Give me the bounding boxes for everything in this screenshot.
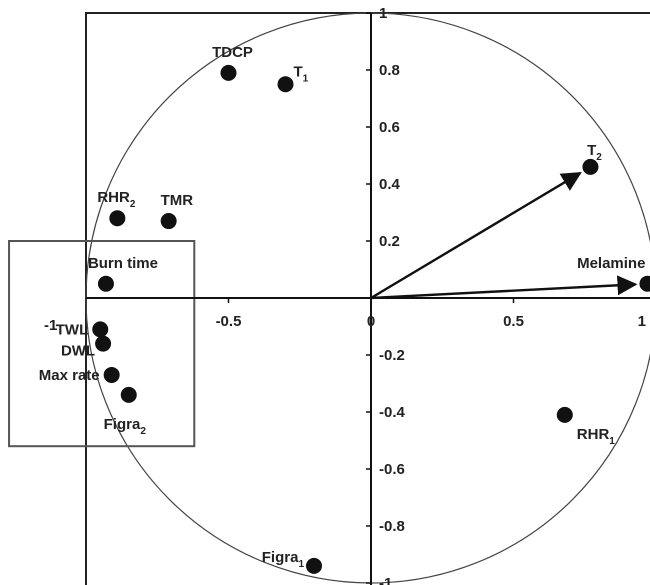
point-label-subscript: 2	[140, 426, 146, 437]
point-label-text: DWL	[61, 343, 95, 360]
point-label-subscript: 1	[298, 559, 304, 570]
point-t1	[277, 76, 294, 93]
point-label-melamine: Melamine	[577, 255, 645, 272]
point-label-text: RHR	[577, 426, 610, 443]
point-label-burn-time: Burn time	[88, 255, 158, 272]
point-label-figra2: Figra2	[104, 416, 147, 437]
point-label-max-rate: Max rate	[39, 367, 100, 384]
point-rhr2	[109, 210, 126, 227]
point-label-tdcp: TDCP	[212, 44, 253, 61]
point-dwl	[95, 335, 112, 352]
point-figra2	[120, 386, 137, 403]
point-label-text: TWL	[56, 321, 88, 338]
point-label-subscript: 1	[609, 436, 615, 447]
point-label-rhr2: RHR2	[97, 189, 136, 210]
point-label-twl: TWL	[56, 321, 88, 338]
y-tick-label: 0.4	[379, 176, 401, 193]
y-tick-label: -0.4	[379, 404, 406, 421]
point-tdcp	[220, 64, 237, 81]
y-tick-label: -0.6	[379, 461, 405, 478]
point-label-subscript: 1	[303, 73, 309, 84]
point-tmr	[160, 213, 177, 230]
y-tick-label: 0.6	[379, 119, 400, 136]
point-label-text: T	[587, 142, 596, 159]
point-twl	[92, 321, 109, 338]
highlight-box	[8, 240, 196, 448]
point-label-text: Figra	[104, 416, 141, 433]
point-label-text: RHR	[97, 189, 130, 206]
point-burn-time	[97, 275, 114, 292]
x-tick-label: -1	[44, 317, 57, 334]
point-rhr1	[556, 406, 573, 423]
y-tick-label: -1	[379, 575, 392, 585]
arrow-melamine	[370, 275, 638, 300]
point-label-subscript: 2	[596, 152, 602, 163]
arrow-t2	[370, 172, 582, 300]
point-label-dwl: DWL	[61, 343, 95, 360]
point-label-figra1: Figra1	[262, 549, 305, 570]
point-label-t1: T1	[294, 63, 309, 84]
y-tick-label: -0.8	[379, 518, 405, 535]
point-t2	[582, 158, 599, 175]
y-tick-label: 0.8	[379, 62, 400, 79]
point-label-text: Max rate	[39, 367, 100, 384]
point-figra1	[306, 557, 322, 574]
x-tick-label: 0.5	[503, 313, 524, 330]
point-label-text: TMR	[161, 192, 194, 209]
y-tick-label: 0.2	[379, 233, 400, 250]
x-tick-label: 0	[367, 313, 375, 330]
y-tick-label: 1	[379, 5, 387, 22]
point-label-text: Burn time	[88, 255, 158, 272]
point-label-text: Melamine	[577, 255, 645, 272]
point-label-subscript: 2	[130, 199, 136, 210]
point-label-text: TDCP	[212, 44, 253, 61]
point-label-t2: T2	[587, 142, 602, 163]
y-tick-label: -0.2	[379, 347, 405, 364]
x-tick-label: -0.5	[216, 313, 242, 330]
point-label-text: T	[294, 63, 303, 80]
point-max-rate	[103, 366, 120, 383]
point-label-text: Figra	[262, 549, 299, 566]
point-label-rhr1: RHR1	[577, 426, 616, 447]
point-melamine	[639, 275, 650, 292]
x-tick-label: 1	[638, 313, 646, 330]
point-label-tmr: TMR	[161, 192, 194, 209]
